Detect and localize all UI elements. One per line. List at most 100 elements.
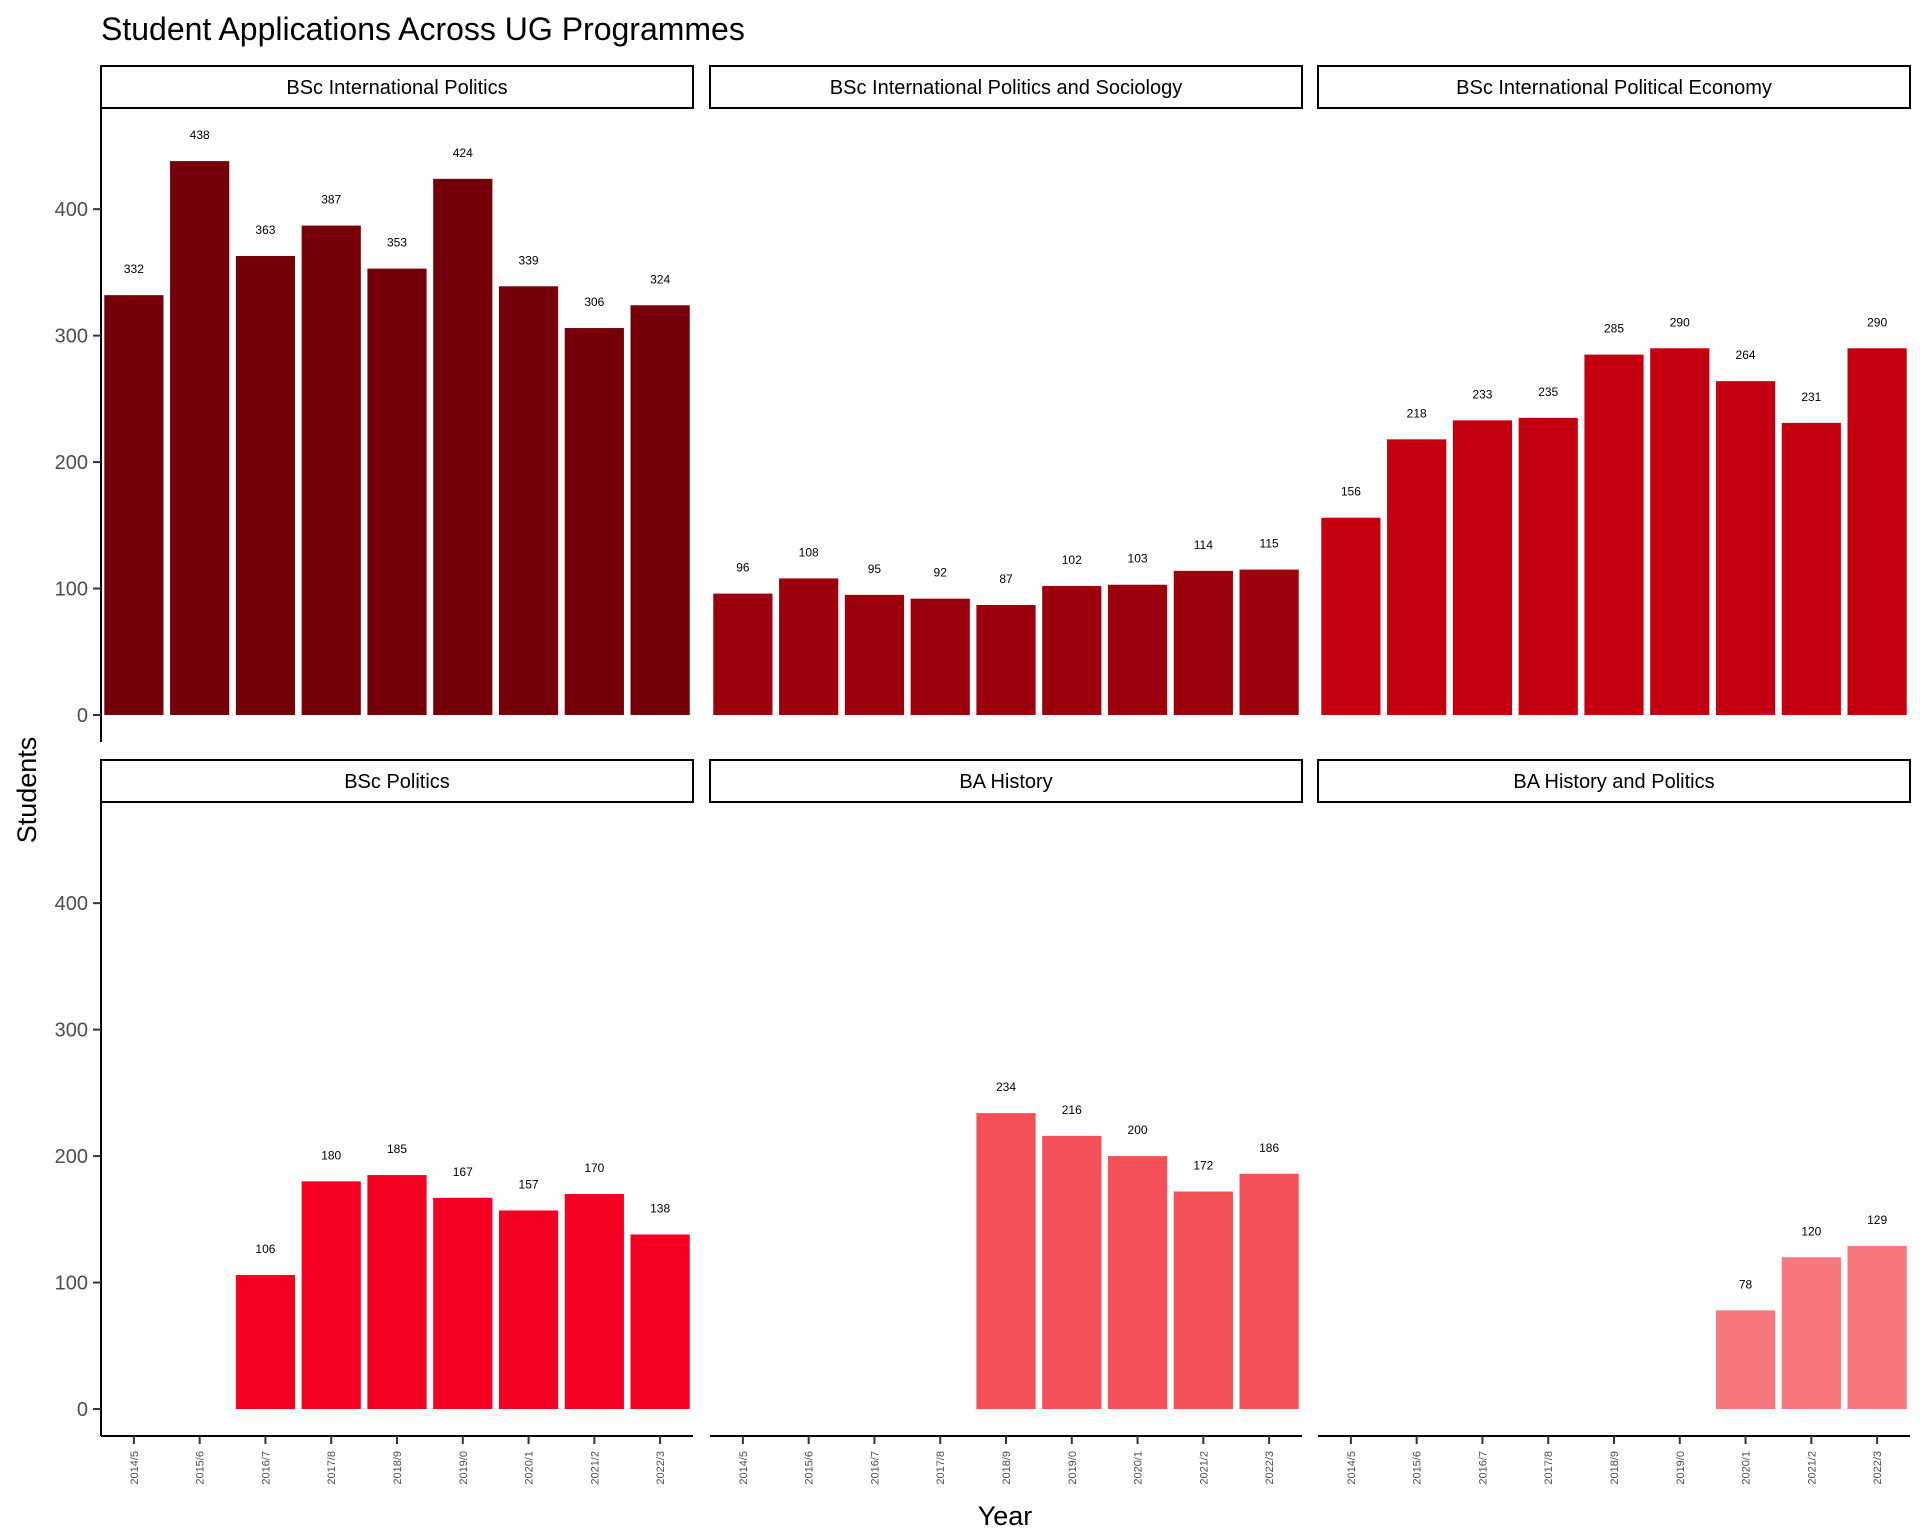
x-tick-label: 2019/0 — [1067, 1451, 1079, 1485]
x-tick-label: 2016/7 — [260, 1451, 272, 1485]
bar — [976, 1113, 1036, 1409]
data-label: 138 — [650, 1201, 670, 1215]
facet-strip — [100, 65, 694, 109]
bar — [1715, 381, 1776, 715]
x-tick-label: 2018/9 — [1001, 1451, 1013, 1485]
data-label: 438 — [190, 128, 210, 142]
data-label: 87 — [999, 572, 1013, 586]
data-label: 78 — [1739, 1277, 1753, 1291]
bar — [1107, 584, 1168, 715]
facet-strip — [100, 759, 694, 803]
data-label: 103 — [1128, 552, 1148, 566]
data-label: 387 — [321, 193, 341, 207]
data-label: 264 — [1736, 348, 1756, 362]
y-tick-label: 0 — [77, 1399, 88, 1421]
bar — [1584, 354, 1644, 715]
facet-strip — [1317, 65, 1911, 109]
bar — [367, 1175, 427, 1409]
bar — [1387, 439, 1447, 715]
x-tick-label: 2020/1 — [1133, 1451, 1145, 1485]
y-tick-label: 300 — [55, 1020, 88, 1042]
bar — [1321, 517, 1381, 715]
data-label: 363 — [255, 223, 275, 237]
bar — [1650, 348, 1710, 715]
data-label: 167 — [453, 1165, 473, 1179]
x-tick-label: 2022/3 — [655, 1451, 667, 1485]
bar — [1042, 1135, 1102, 1409]
data-label: 231 — [1801, 390, 1821, 404]
bar — [564, 1194, 624, 1409]
y-tick-label: 0 — [77, 705, 88, 727]
data-label: 157 — [519, 1177, 539, 1191]
bar — [976, 604, 1036, 715]
y-tick-label: 100 — [55, 579, 88, 601]
facet-panel: BSc International Politics and Sociology… — [709, 65, 1303, 715]
facet-strip-label: BA History and Politics — [1513, 771, 1714, 793]
facet-strip-label: BSc International Politics — [286, 77, 507, 99]
bar — [1847, 1245, 1907, 1409]
data-label: 95 — [868, 562, 882, 576]
x-tick-label: 2014/5 — [129, 1451, 141, 1485]
data-label: 108 — [799, 545, 819, 559]
facet-strip-label: BSc Politics — [344, 771, 450, 793]
bar — [1715, 1310, 1776, 1409]
x-tick-label: 2016/7 — [869, 1451, 881, 1485]
x-tick-label: 2022/3 — [1264, 1451, 1276, 1485]
x-tick-label: 2021/2 — [1198, 1451, 1210, 1485]
data-label: 200 — [1128, 1123, 1148, 1137]
x-tick-label: 2017/8 — [326, 1451, 338, 1485]
bar — [104, 295, 164, 715]
data-label: 424 — [453, 146, 473, 160]
facet-strip — [709, 65, 1303, 109]
data-label: 285 — [1604, 322, 1624, 336]
y-tick-label: 300 — [55, 326, 88, 348]
bar — [235, 1274, 296, 1409]
data-label: 332 — [124, 262, 144, 276]
data-label: 290 — [1670, 315, 1690, 329]
data-label: 233 — [1472, 387, 1492, 401]
data-label: 186 — [1259, 1141, 1279, 1155]
facet-strip-label: BSc International Political Economy — [1456, 77, 1772, 99]
x-tick-label: 2022/3 — [1872, 1451, 1884, 1485]
bar — [1452, 420, 1513, 715]
bar — [367, 268, 427, 715]
data-label: 115 — [1260, 537, 1279, 551]
facet-strip — [709, 759, 1303, 803]
x-tick-label: 2014/5 — [1346, 1451, 1358, 1485]
data-label: 106 — [255, 1242, 275, 1256]
bar — [910, 598, 970, 715]
facet-panel: BA History and Politics 78 120 129 2014/5 201… — [1317, 759, 1911, 1485]
data-label: 180 — [321, 1148, 341, 1162]
chart-title: Student Applications Across UG Programme… — [101, 11, 745, 47]
bar — [1107, 1156, 1168, 1409]
data-label: 96 — [736, 561, 750, 575]
x-tick-label: 2018/9 — [392, 1451, 404, 1485]
y-tick-label: 200 — [55, 1146, 88, 1168]
x-tick-label: 2015/6 — [804, 1451, 816, 1485]
x-axis-label: Year — [978, 1501, 1033, 1531]
data-label: 290 — [1867, 315, 1887, 329]
facet-strip-label: BA History — [959, 771, 1052, 793]
data-label: 129 — [1867, 1213, 1887, 1227]
bar — [713, 593, 773, 715]
bar — [1518, 417, 1578, 715]
data-label: 324 — [650, 272, 670, 286]
data-label: 218 — [1407, 406, 1427, 420]
bar — [498, 286, 559, 715]
x-tick-label: 2019/0 — [458, 1451, 470, 1485]
data-label: 235 — [1538, 385, 1558, 399]
bar — [301, 225, 361, 715]
y-tick-label: 200 — [55, 452, 88, 474]
x-tick-label: 2020/1 — [524, 1451, 536, 1485]
bar — [1847, 348, 1907, 715]
bar — [1239, 1173, 1299, 1409]
data-label: 339 — [519, 253, 539, 267]
x-tick-label: 2021/2 — [1806, 1451, 1818, 1485]
bar — [564, 328, 624, 715]
y-tick-label: 400 — [55, 199, 88, 221]
bar — [1042, 586, 1102, 715]
bar — [235, 255, 296, 716]
y-tick-label: 100 — [55, 1273, 88, 1295]
bar — [433, 178, 493, 716]
data-label: 114 — [1194, 538, 1213, 552]
